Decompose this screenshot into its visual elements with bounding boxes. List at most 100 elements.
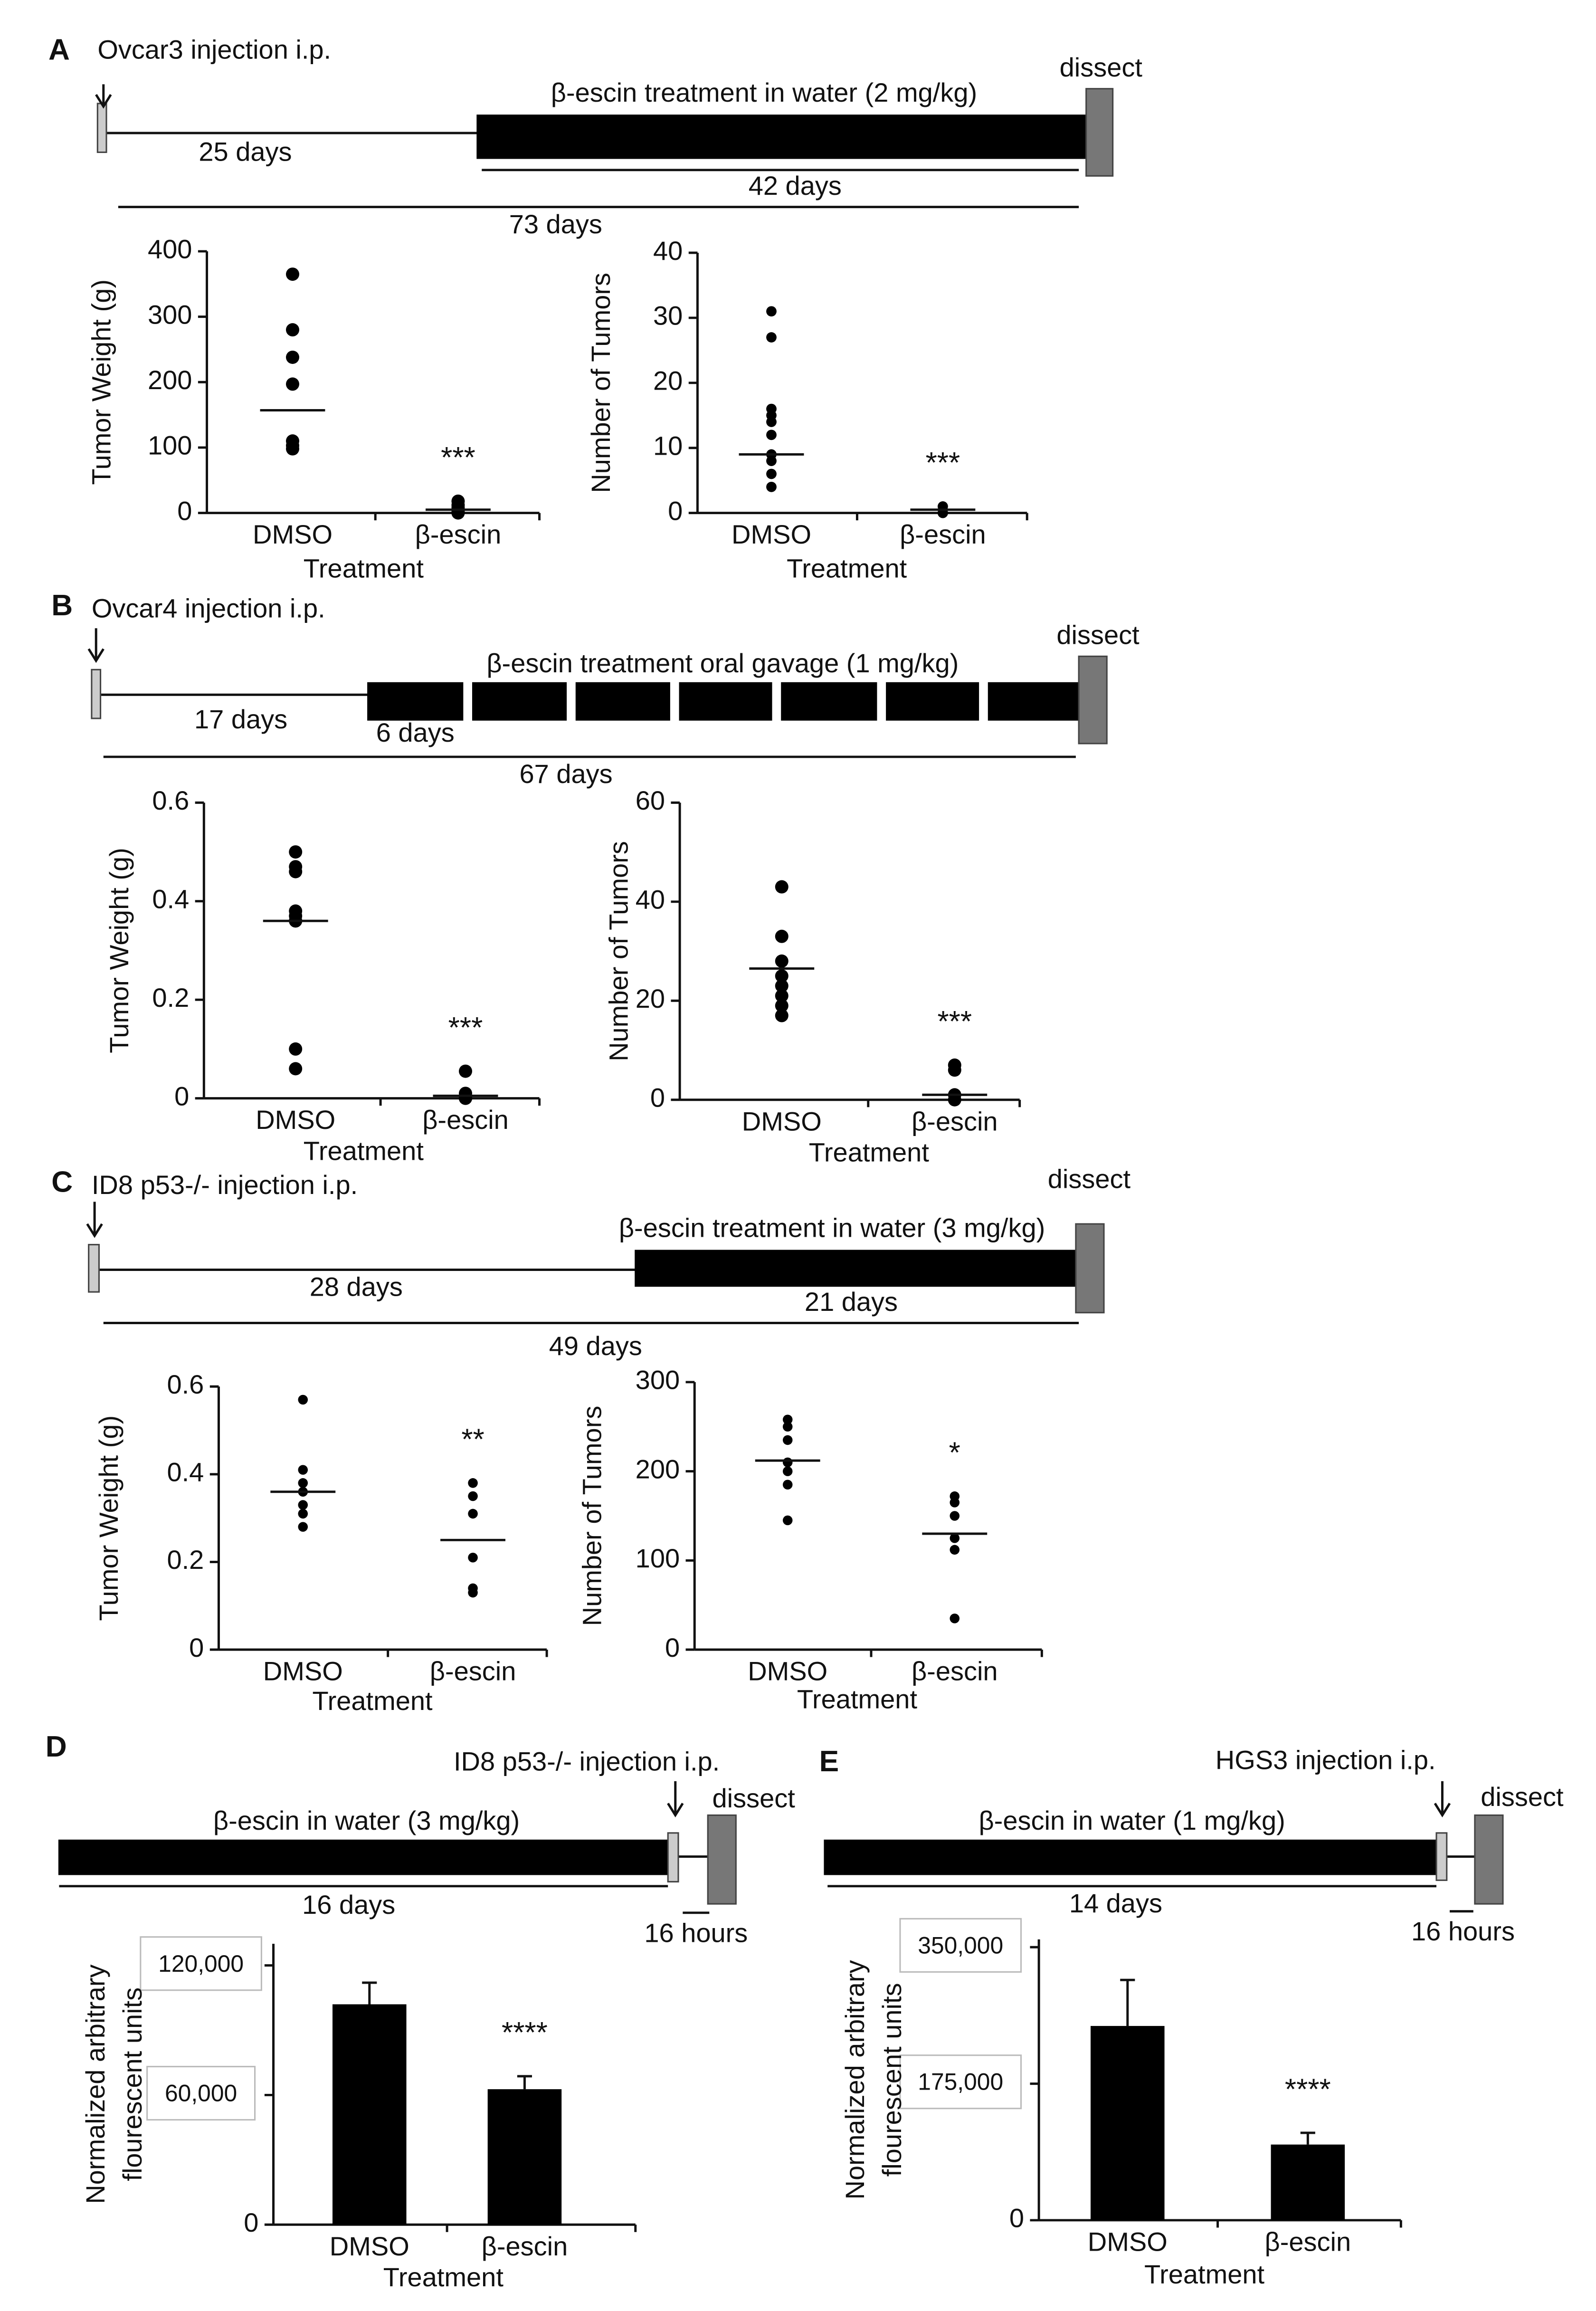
significance: *** [441, 441, 475, 474]
data-point [468, 1587, 478, 1598]
x-axis-label: Treatment [797, 1684, 918, 1714]
y-tick-label: 0.4 [152, 884, 189, 914]
x-tick-label: DMSO [1088, 2227, 1168, 2257]
duration-label: 25 days [199, 136, 292, 166]
y-tick-label: 400 [148, 234, 192, 264]
x-tick-label: β-escin [482, 2231, 568, 2261]
bar [487, 2089, 562, 2225]
data-point [459, 1064, 472, 1078]
y-tick-label: 0 [650, 1083, 665, 1113]
data-point [468, 1478, 478, 1488]
data-point [286, 323, 299, 337]
duration-label: 16 hours [644, 1918, 748, 1948]
y-tick-label: 0.6 [167, 1369, 204, 1399]
injection-label: Ovcar4 injection i.p. [92, 593, 325, 623]
y-tick-label: 175,000 [918, 2069, 1003, 2095]
y-tick-label: 60,000 [165, 2080, 237, 2107]
data-point [289, 845, 303, 859]
y-tick-label: 20 [636, 984, 665, 1013]
duration-label: 6 days [376, 717, 455, 747]
x-tick-label: β-escin [1265, 2227, 1351, 2257]
significance: *** [448, 1012, 483, 1044]
significance: *** [926, 447, 960, 479]
data-point [286, 350, 299, 364]
y-tick-label: 100 [148, 430, 192, 460]
timeline-block [635, 1250, 1080, 1287]
timeline-block [679, 682, 772, 721]
x-tick-label: DMSO [742, 1106, 822, 1136]
data-point [775, 880, 788, 894]
dissect-label: dissect [1060, 52, 1143, 82]
data-point [289, 1042, 303, 1056]
data-point [782, 1422, 793, 1432]
data-point [289, 865, 303, 879]
y-axis-label: Normalized arbitrary [80, 1965, 110, 2204]
x-tick-label: β-escin [415, 519, 502, 549]
data-point [948, 1063, 961, 1077]
y-axis-label: flourescent units [117, 1987, 147, 2181]
timeline-block [575, 682, 670, 721]
timeline-block [1435, 1832, 1448, 1881]
data-point [775, 929, 788, 943]
data-point [950, 1498, 960, 1508]
data-point [782, 1480, 793, 1490]
panel-label: B [51, 589, 73, 622]
arrow-head [95, 94, 112, 109]
y-tick-label: 40 [636, 885, 665, 915]
y-tick-label: 0 [189, 1633, 204, 1662]
timeline-block [1474, 1814, 1504, 1905]
bar [1271, 2144, 1345, 2220]
data-point [782, 1457, 793, 1468]
y-tick-label: 350,000 [918, 1932, 1003, 1958]
data-point [782, 1414, 793, 1425]
dissect-label: dissect [1481, 1782, 1564, 1812]
dissect-label: dissect [1056, 620, 1140, 650]
y-tick-label: 300 [636, 1365, 680, 1395]
data-point [766, 481, 777, 492]
y-tick-label: 300 [148, 299, 192, 329]
data-point [950, 1533, 960, 1543]
y-axis-label: Number of Tumors [603, 841, 633, 1061]
duration-label: 67 days [519, 759, 612, 789]
y-axis-label: Number of Tumors [586, 273, 616, 493]
timeline-block [707, 1814, 737, 1905]
x-axis-label: Treatment [1144, 2259, 1265, 2289]
x-axis-label: Treatment [383, 2262, 504, 2292]
x-tick-label: DMSO [263, 1656, 343, 1686]
tick-label-box [140, 1936, 262, 1991]
y-tick-label: 0 [244, 2207, 258, 2237]
y-tick-label: 200 [636, 1454, 680, 1484]
treatment-label: β-escin treatment in water (3 mg/kg) [619, 1213, 1045, 1242]
x-axis-label: Treatment [312, 1686, 433, 1716]
data-point [298, 1394, 308, 1405]
y-tick-label: 0 [1009, 2203, 1024, 2233]
treatment-label: β-escin in water (3 mg/kg) [213, 1805, 520, 1835]
panel-label: A [48, 33, 70, 66]
panel-label: C [51, 1165, 73, 1198]
treatment-label: β-escin treatment oral gavage (1 mg/kg) [486, 648, 959, 678]
treatment-label: β-escin in water (1 mg/kg) [978, 1805, 1285, 1835]
y-tick-label: 200 [148, 365, 192, 395]
y-axis-label: flourescent units [877, 1983, 907, 2177]
data-point [766, 430, 777, 440]
y-tick-label: 0.6 [152, 785, 189, 815]
data-point [766, 468, 777, 479]
timeline-block [1075, 1223, 1105, 1314]
data-point [950, 1545, 960, 1555]
injection-label: ID8 p53-/- injection i.p. [454, 1746, 720, 1776]
dissect-label: dissect [712, 1783, 796, 1813]
x-tick-label: β-escin [900, 519, 986, 549]
duration-label: 16 hours [1411, 1916, 1515, 1946]
y-tick-label: 0 [177, 496, 192, 525]
y-tick-label: 0 [665, 1633, 680, 1662]
timeline-block [667, 1832, 679, 1883]
y-tick-label: 60 [636, 785, 665, 815]
injection-label: HGS3 injection i.p. [1216, 1745, 1436, 1775]
y-axis-label: Tumor Weight (g) [104, 848, 134, 1053]
tick-label-box [899, 2054, 1022, 2110]
x-axis-label: Treatment [304, 1136, 424, 1166]
timeline-block [58, 1839, 669, 1875]
tick-label-box [899, 1918, 1022, 1973]
timeline-block [367, 682, 464, 721]
y-tick-label: 0 [668, 496, 683, 525]
